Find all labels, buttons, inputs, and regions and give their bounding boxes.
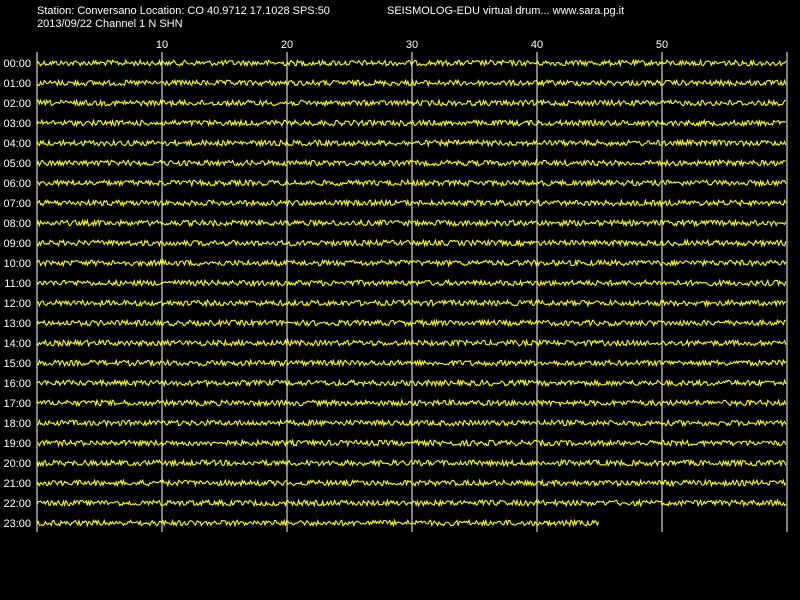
trace-1900 — [36, 438, 787, 448]
trace-2100 — [36, 478, 787, 488]
trace-1600 — [36, 378, 787, 388]
trace-1300 — [36, 318, 786, 328]
row-label: 21:00 — [3, 478, 31, 490]
trace-0400 — [36, 138, 787, 148]
row-label: 07:00 — [3, 198, 31, 210]
x-tick-label: 10 — [156, 39, 168, 51]
row-label: 18:00 — [3, 418, 31, 430]
row-label: 01:00 — [3, 78, 31, 90]
date-channel-info: 2013/09/22 Channel 1 N SHN — [37, 18, 183, 30]
trace-2000 — [36, 458, 787, 468]
row-label: 10:00 — [3, 258, 31, 270]
row-label: 03:00 — [3, 118, 31, 130]
row-label: 09:00 — [3, 238, 31, 250]
row-label: 06:00 — [3, 178, 31, 190]
trace-2300 — [36, 518, 600, 528]
row-label: 04:00 — [3, 138, 31, 150]
trace-0100 — [36, 78, 787, 88]
x-tick-label: 50 — [656, 39, 668, 51]
trace-0900 — [36, 238, 787, 248]
row-label: 22:00 — [3, 498, 31, 510]
row-label: 11:00 — [4, 278, 31, 290]
trace-2200 — [36, 498, 787, 508]
x-tick-label: 20 — [281, 39, 293, 51]
trace-0000 — [36, 58, 787, 68]
trace-0300 — [36, 118, 786, 128]
trace-0800 — [36, 218, 787, 228]
row-label: 02:00 — [3, 98, 31, 110]
row-label: 05:00 — [3, 158, 31, 170]
row-label: 00:00 — [3, 58, 31, 70]
program-info: SEISMOLOG-EDU virtual drum... www.sara.p… — [387, 5, 625, 17]
trace-1200 — [36, 298, 787, 308]
row-label: 08:00 — [3, 218, 31, 230]
row-label: 20:00 — [3, 458, 31, 470]
trace-1400 — [36, 338, 787, 348]
trace-1100 — [36, 278, 787, 288]
row-label: 16:00 — [3, 378, 31, 390]
x-tick-label: 30 — [406, 39, 418, 51]
trace-1700 — [36, 398, 787, 408]
row-label: 14:00 — [3, 338, 31, 350]
row-label: 19:00 — [3, 438, 31, 450]
trace-1500 — [36, 358, 787, 368]
row-label: 15:00 — [3, 358, 31, 370]
trace-0200 — [36, 98, 786, 108]
station-info: Station: Conversano Location: CO 40.9712… — [37, 5, 330, 17]
row-label: 17:00 — [3, 398, 31, 410]
trace-1800 — [36, 418, 787, 428]
row-label: 23:00 — [3, 518, 31, 530]
row-label: 12:00 — [3, 298, 31, 310]
row-label: 13:00 — [3, 318, 31, 330]
trace-0700 — [36, 198, 787, 208]
trace-0600 — [36, 178, 787, 188]
trace-0500 — [36, 158, 786, 168]
trace-1000 — [36, 258, 787, 268]
x-tick-label: 40 — [531, 39, 543, 51]
